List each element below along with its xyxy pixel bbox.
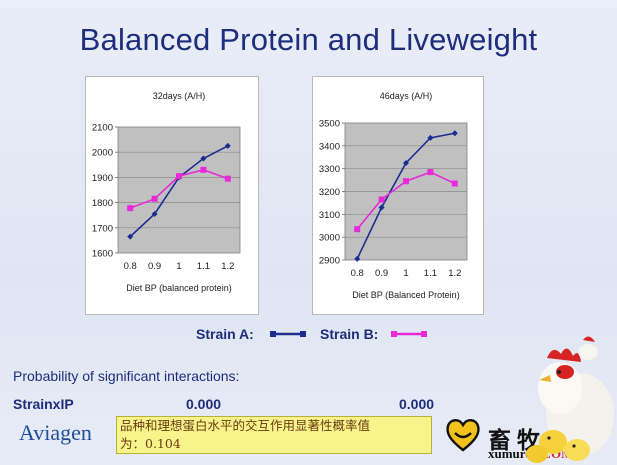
data-point-strain-a xyxy=(427,134,434,141)
data-point-strain-a xyxy=(224,142,231,149)
y-tick-label: 1900 xyxy=(92,173,113,184)
x-tick-label: 1.2 xyxy=(221,261,234,272)
data-point-strain-a xyxy=(127,233,134,240)
x-axis-label: Diet BP (balanced protein) xyxy=(126,283,231,293)
y-tick-label: 2000 xyxy=(92,148,113,159)
data-point-strain-a xyxy=(354,255,361,262)
watermark-heart-icon xyxy=(446,419,480,452)
legend-strain-b-label: Strain B: xyxy=(320,326,379,342)
translation-note-line1: 品种和理想蛋白水平的交互作用显著性概率值 xyxy=(120,418,371,433)
data-point-strain-a xyxy=(378,204,385,211)
data-point-strain-b xyxy=(151,195,158,202)
y-tick-label: 1600 xyxy=(92,249,113,260)
x-tick-label: 1.1 xyxy=(197,261,210,272)
data-point-strain-b xyxy=(200,166,207,173)
y-tick-label: 2900 xyxy=(319,256,340,267)
y-tick-label: 3300 xyxy=(319,164,340,175)
y-tick-label: 3400 xyxy=(319,141,340,152)
y-tick-label: 3100 xyxy=(319,210,340,221)
y-tick-label: 1700 xyxy=(92,223,113,234)
y-tick-label: 3500 xyxy=(319,119,340,130)
chart-46days: 46days (A/H) 2900 3000 3100 3200 3300 3400 3500… xyxy=(319,91,468,300)
chart-title: 46days (A/H) xyxy=(380,91,433,101)
data-point-strain-b xyxy=(354,226,361,233)
chart-panel-32days: 32days (A/H) 1600 1700 1800 1900 2000 2100 0.8 0… xyxy=(85,76,259,315)
y-tick-label: 3200 xyxy=(319,187,340,198)
interaction-value-46days: 0.000 xyxy=(399,396,435,412)
y-tick-label: 2100 xyxy=(92,123,113,134)
data-point-strain-b xyxy=(378,196,385,203)
interaction-heading: Probability of significant interactions: xyxy=(13,368,240,384)
data-point-strain-b xyxy=(451,180,458,187)
x-tick-label: 1 xyxy=(176,261,181,272)
chickens-image xyxy=(526,336,614,463)
chart-title: 32days (A/H) xyxy=(153,91,206,101)
plot-area xyxy=(117,126,241,254)
legend-strain-b-swatch xyxy=(391,331,427,337)
brand-logo: Aviagen xyxy=(19,420,92,445)
data-point-strain-b xyxy=(427,169,434,176)
x-tick-label: 1.1 xyxy=(424,268,437,279)
interaction-value-32days: 0.000 xyxy=(186,396,222,412)
chart-legend: Strain A: Strain B: xyxy=(196,324,526,346)
x-tick-label: 1.2 xyxy=(448,268,461,279)
data-point-strain-a xyxy=(151,210,158,217)
legend-strain-a-swatch xyxy=(270,331,306,337)
chart-panel-46days: 46days (A/H) 2900 3000 3100 3200 3300 3400 3500… xyxy=(312,76,484,315)
slide-title: Balanced Protein and Liveweight xyxy=(79,22,538,57)
data-point-strain-b xyxy=(403,178,409,185)
data-point-strain-a xyxy=(451,130,458,137)
x-tick-label: 0.9 xyxy=(148,261,161,272)
watermark-domain-name: xumuren xyxy=(488,446,539,461)
x-tick-label: 0.8 xyxy=(351,268,364,279)
y-tick-label: 1800 xyxy=(92,198,113,209)
x-tick-label: 1 xyxy=(403,268,408,279)
data-point-strain-a xyxy=(200,155,207,162)
x-tick-label: 0.9 xyxy=(375,268,388,279)
translation-note-line2: 为：0.104 xyxy=(120,436,181,451)
x-tick-label: 0.8 xyxy=(124,261,137,272)
data-point-strain-b xyxy=(127,205,134,212)
chart-32days: 32days (A/H) 1600 1700 1800 1900 2000 2100 0.8 0… xyxy=(92,91,241,293)
y-tick-label: 3000 xyxy=(319,233,340,244)
data-point-strain-a xyxy=(403,159,409,166)
data-point-strain-b xyxy=(224,175,231,182)
x-axis-label: Diet BP (Balanced Protein) xyxy=(352,290,459,300)
legend-strain-a-label: Strain A: xyxy=(196,326,254,342)
translation-note: 品种和理想蛋白水平的交互作用显著性概率值 为：0.104 xyxy=(116,416,432,454)
interaction-row-label: StrainxIP xyxy=(13,396,74,412)
data-point-strain-b xyxy=(176,173,182,180)
